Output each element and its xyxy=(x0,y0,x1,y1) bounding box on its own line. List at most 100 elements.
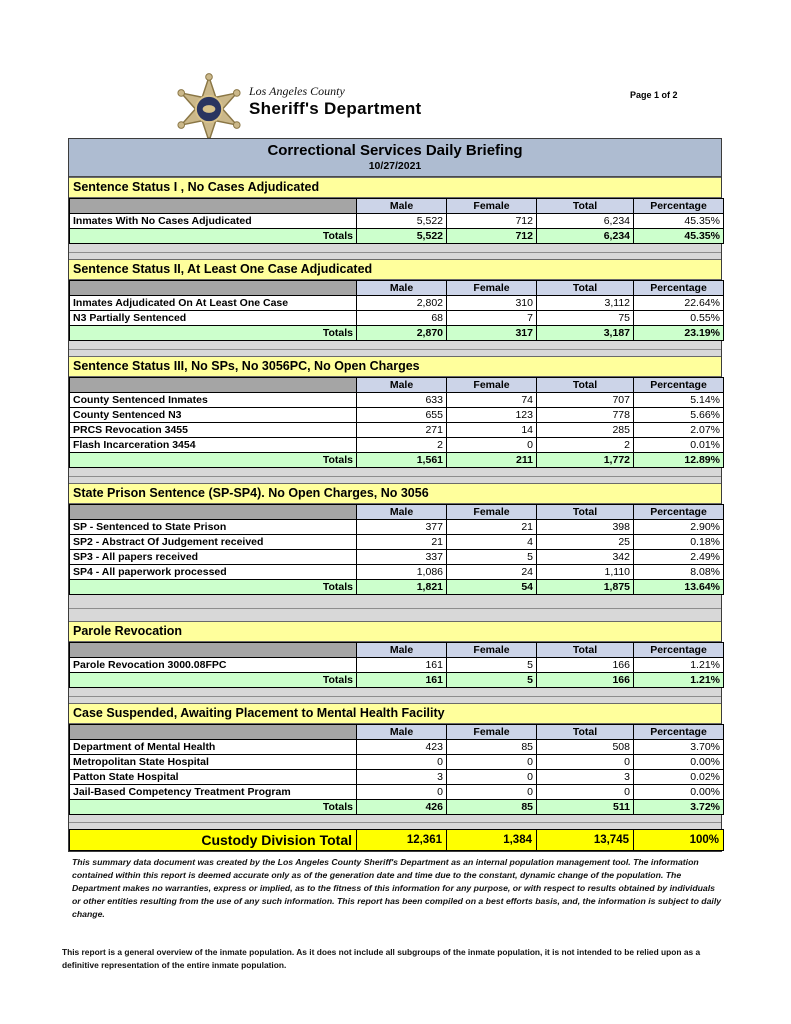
column-header-row: Male Female Total Percentage xyxy=(69,504,724,520)
column-header-male: Male xyxy=(356,642,447,658)
column-header-total: Total xyxy=(536,724,634,740)
totals-value-cell: 1,875 xyxy=(536,579,634,595)
column-header-total: Total xyxy=(536,642,634,658)
value-cell: 1,110 xyxy=(536,564,634,580)
row-label: SP4 - All paperwork processed xyxy=(69,564,357,580)
corner-cell xyxy=(69,280,357,296)
value-cell: 68 xyxy=(356,310,447,326)
value-cell: 5.66% xyxy=(633,407,724,423)
totals-value-cell: 1,821 xyxy=(356,579,447,595)
column-header-total: Total xyxy=(536,504,634,520)
row-label: Parole Revocation 3000.08FPC xyxy=(69,657,357,673)
row-label: Jail-Based Competency Treatment Program xyxy=(69,784,357,800)
totals-value-cell: 6,234 xyxy=(536,228,634,244)
value-cell: 4 xyxy=(446,534,537,550)
column-header-female: Female xyxy=(446,280,537,296)
totals-value-cell: 712 xyxy=(446,228,537,244)
value-cell: 271 xyxy=(356,422,447,438)
totals-value-cell: 2,870 xyxy=(356,325,447,341)
row-label: Flash Incarceration 3454 xyxy=(69,437,357,453)
value-cell: 123 xyxy=(446,407,537,423)
column-header-male: Male xyxy=(356,724,447,740)
totals-row: Totals 1,561 211 1,772 12.89% xyxy=(69,452,724,468)
grand-total-total: 13,745 xyxy=(536,829,634,851)
value-cell: 310 xyxy=(446,295,537,311)
column-header-male: Male xyxy=(356,198,447,214)
report-section: Sentence Status I , No Cases Adjudicated… xyxy=(69,177,724,244)
corner-cell xyxy=(69,504,357,520)
totals-label: Totals xyxy=(69,228,357,244)
value-cell: 85 xyxy=(446,739,537,755)
section-title: Sentence Status I , No Cases Adjudicated xyxy=(69,177,721,198)
value-cell: 21 xyxy=(446,519,537,535)
totals-value-cell: 12.89% xyxy=(633,452,724,468)
table-row: N3 Partially Sentenced 68 7 75 0.55% xyxy=(69,310,724,326)
value-cell: 337 xyxy=(356,549,447,565)
value-cell: 5 xyxy=(446,657,537,673)
totals-value-cell: 13.64% xyxy=(633,579,724,595)
column-header-percentage: Percentage xyxy=(633,724,724,740)
grand-total-female: 1,384 xyxy=(446,829,537,851)
table-row: County Sentenced N3 655 123 778 5.66% xyxy=(69,407,724,423)
value-cell: 21 xyxy=(356,534,447,550)
value-cell: 0 xyxy=(446,437,537,453)
value-cell: 5 xyxy=(446,549,537,565)
value-cell: 2.90% xyxy=(633,519,724,535)
table-row: SP4 - All paperwork processed 1,086 24 1,11… xyxy=(69,564,724,580)
report-body: Correctional Services Daily Briefing 10/… xyxy=(68,138,724,852)
totals-row: Totals 161 5 166 1.21% xyxy=(69,672,724,688)
grand-total-label: Custody Division Total xyxy=(69,829,357,851)
column-header-total: Total xyxy=(536,280,634,296)
value-cell: 1,086 xyxy=(356,564,447,580)
section-title: Sentence Status II, At Least One Case Ad… xyxy=(69,259,721,280)
value-cell: 5,522 xyxy=(356,213,447,229)
value-cell: 0.18% xyxy=(633,534,724,550)
row-label: SP3 - All papers received xyxy=(69,549,357,565)
table-row: Metropolitan State Hospital 0 0 0 0.00% xyxy=(69,754,724,770)
report-title-bar: Correctional Services Daily Briefing 10/… xyxy=(69,139,721,177)
logo-text: Los Angeles County Sheriff's Department xyxy=(249,84,422,119)
value-cell: 0 xyxy=(536,784,634,800)
value-cell: 3.70% xyxy=(633,739,724,755)
totals-value-cell: 166 xyxy=(536,672,634,688)
row-label: SP2 - Abstract Of Judgement received xyxy=(69,534,357,550)
value-cell: 633 xyxy=(356,392,447,408)
section-table: Male Female Total Percentage Inmates Adj… xyxy=(69,280,724,341)
logo-county: Los Angeles County xyxy=(249,84,345,98)
section-table: Male Female Total Percentage Department … xyxy=(69,724,724,815)
row-label: N3 Partially Sentenced xyxy=(69,310,357,326)
value-cell: 3,112 xyxy=(536,295,634,311)
totals-value-cell: 1,772 xyxy=(536,452,634,468)
totals-value-cell: 1.21% xyxy=(633,672,724,688)
value-cell: 74 xyxy=(446,392,537,408)
table-row: County Sentenced Inmates 633 74 707 5.14% xyxy=(69,392,724,408)
corner-cell xyxy=(69,377,357,393)
totals-label: Totals xyxy=(69,799,357,815)
column-header-female: Female xyxy=(446,724,537,740)
section-spacer xyxy=(69,341,721,356)
value-cell: 6,234 xyxy=(536,213,634,229)
value-cell: 22.64% xyxy=(633,295,724,311)
value-cell: 161 xyxy=(356,657,447,673)
report-section: Parole Revocation Male Female Total Perc… xyxy=(69,621,724,688)
value-cell: 655 xyxy=(356,407,447,423)
totals-label: Totals xyxy=(69,579,357,595)
section-title: Sentence Status III, No SPs, No 3056PC, … xyxy=(69,356,721,377)
section-table: Male Female Total Percentage County Sent… xyxy=(69,377,724,468)
grand-total-row: Custody Division Total 12,361 1,384 13,7… xyxy=(69,829,724,851)
table-row: Inmates With No Cases Adjudicated 5,522 71… xyxy=(69,213,724,229)
value-cell: 24 xyxy=(446,564,537,580)
table-row: Flash Incarceration 3454 2 0 2 0.01% xyxy=(69,437,724,453)
value-cell: 0 xyxy=(446,754,537,770)
value-cell: 75 xyxy=(536,310,634,326)
totals-value-cell: 54 xyxy=(446,579,537,595)
report-section: State Prison Sentence (SP-SP4). No Open … xyxy=(69,483,724,595)
value-cell: 25 xyxy=(536,534,634,550)
value-cell: 14 xyxy=(446,422,537,438)
value-cell: 508 xyxy=(536,739,634,755)
totals-value-cell: 426 xyxy=(356,799,447,815)
column-header-row: Male Female Total Percentage xyxy=(69,724,724,740)
value-cell: 707 xyxy=(536,392,634,408)
totals-row: Totals 1,821 54 1,875 13.64% xyxy=(69,579,724,595)
